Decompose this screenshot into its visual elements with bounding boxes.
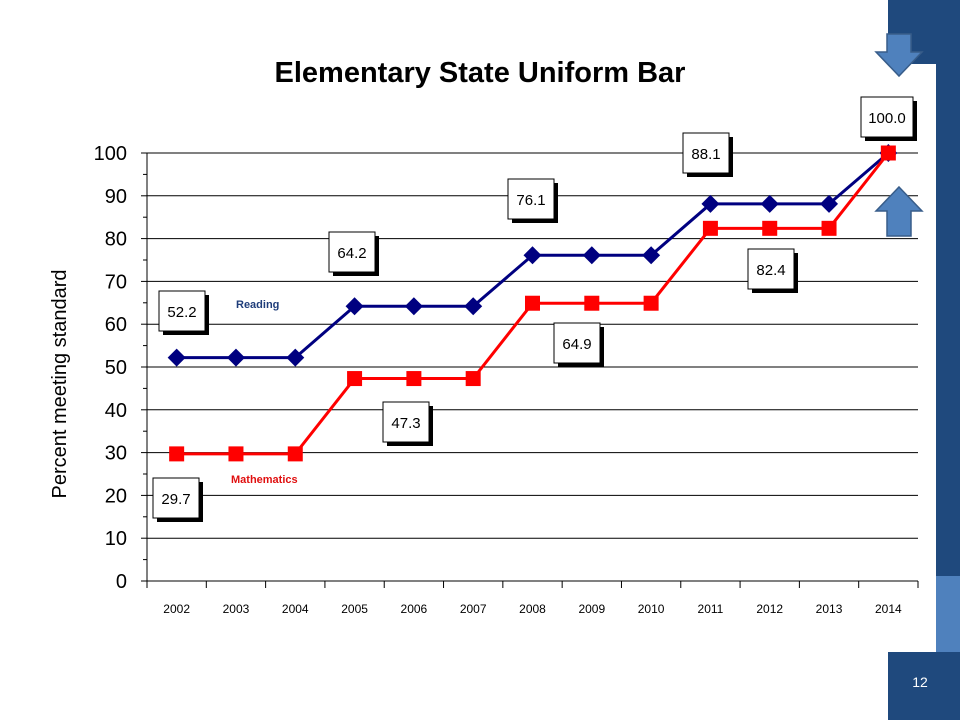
axes bbox=[141, 152, 919, 588]
data-point bbox=[643, 295, 659, 311]
data-label-box bbox=[553, 322, 601, 364]
data-label-box bbox=[328, 231, 376, 273]
data-point bbox=[465, 371, 481, 387]
series-group bbox=[167, 144, 898, 462]
data-point bbox=[406, 371, 422, 387]
down-arrow-icon[interactable] bbox=[874, 33, 924, 78]
series-name-label: Reading bbox=[236, 299, 279, 311]
data-label-box bbox=[382, 401, 430, 443]
x-tick-label: 2011 bbox=[698, 602, 724, 616]
data-label: 52.2 bbox=[158, 290, 209, 335]
page-number: 12 bbox=[912, 674, 928, 690]
data-label-text: 82.4 bbox=[756, 262, 785, 279]
data-labels: 52.2 64.2 76.1 88.1 100.0 29.7 47.3 64.9 82.4 bbox=[152, 96, 917, 522]
y-tick-label: 30 bbox=[105, 443, 127, 465]
right-accent-strip bbox=[936, 576, 960, 652]
y-tick-label: 0 bbox=[116, 571, 127, 593]
y-tick-label: 40 bbox=[105, 400, 127, 422]
data-label-box bbox=[860, 96, 914, 138]
y-tick-label: 10 bbox=[105, 528, 127, 550]
data-point bbox=[464, 297, 483, 316]
x-tick-label: 2014 bbox=[875, 602, 902, 616]
y-tick-label: 80 bbox=[105, 229, 127, 251]
data-point bbox=[525, 295, 540, 311]
data-label-box bbox=[682, 132, 730, 174]
x-tick-label: 2009 bbox=[578, 602, 605, 616]
x-tick-label: 2002 bbox=[163, 602, 190, 616]
y-tick-label: 60 bbox=[105, 314, 127, 336]
data-label: 47.3 bbox=[382, 401, 433, 446]
y-tick-label: 90 bbox=[105, 186, 127, 208]
data-point bbox=[584, 295, 600, 311]
data-point bbox=[287, 446, 303, 462]
y-tick-labels: 0 10 20 30 40 50 60 70 80 90 100 bbox=[94, 143, 127, 593]
data-point bbox=[642, 246, 661, 265]
navigation-arrows bbox=[874, 33, 924, 237]
data-label-text: 64.9 bbox=[562, 336, 591, 353]
data-label-text: 52.2 bbox=[167, 304, 196, 321]
x-tick-label: 2013 bbox=[816, 602, 843, 616]
x-tick-labels: 2002 2003 2004 2005 2006 2007 2008 2009 2010 2011… bbox=[163, 602, 902, 616]
data-label-box bbox=[152, 477, 200, 519]
data-label: 82.4 bbox=[747, 248, 798, 293]
data-point bbox=[702, 220, 718, 236]
data-label-box bbox=[507, 178, 555, 220]
data-label: 64.9 bbox=[553, 322, 604, 367]
data-point bbox=[347, 371, 363, 387]
x-tick-label: 2004 bbox=[282, 602, 309, 616]
data-label-text: 64.2 bbox=[337, 245, 366, 262]
y-tick-label: 50 bbox=[105, 357, 127, 379]
data-point bbox=[760, 194, 779, 213]
data-label-text: 47.3 bbox=[391, 415, 420, 432]
data-point bbox=[404, 297, 423, 316]
slide-content-panel bbox=[12, 64, 936, 652]
data-label: 100.0 bbox=[860, 96, 917, 141]
series-name-labels: Reading Mathematics bbox=[231, 299, 298, 486]
data-point bbox=[821, 220, 837, 236]
up-arrow-icon[interactable] bbox=[874, 185, 924, 237]
series-mathematics bbox=[169, 145, 896, 462]
data-point bbox=[762, 220, 778, 236]
data-point bbox=[345, 297, 364, 316]
data-point bbox=[523, 246, 542, 265]
data-label: 76.1 bbox=[507, 178, 558, 223]
x-tick-label: 2010 bbox=[638, 602, 665, 616]
data-point bbox=[582, 246, 601, 265]
data-point bbox=[169, 446, 185, 462]
x-tick-label: 2003 bbox=[223, 602, 250, 616]
data-label-text: 76.1 bbox=[516, 192, 545, 209]
data-label: 64.2 bbox=[328, 231, 379, 276]
gridlines bbox=[147, 152, 918, 539]
data-point bbox=[226, 348, 245, 367]
x-tick-label: 2007 bbox=[460, 602, 487, 616]
data-point bbox=[701, 194, 720, 213]
data-label-box bbox=[158, 290, 206, 332]
x-tick-label: 2006 bbox=[401, 602, 428, 616]
data-point bbox=[228, 446, 244, 462]
x-tick-label: 2012 bbox=[756, 602, 783, 616]
series-name-label: Mathematics bbox=[231, 474, 298, 486]
x-tick-label: 2008 bbox=[519, 602, 546, 616]
data-point bbox=[167, 348, 186, 367]
data-point bbox=[286, 348, 305, 367]
series-reading bbox=[167, 144, 898, 367]
y-axis-label: Percent meeting standard bbox=[49, 269, 71, 498]
y-tick-label: 100 bbox=[94, 143, 127, 165]
data-label-text: 88.1 bbox=[691, 146, 720, 163]
y-tick-label: 70 bbox=[105, 271, 127, 293]
data-label: 29.7 bbox=[152, 477, 203, 522]
data-label-text: 100.0 bbox=[868, 110, 906, 127]
chart-title: Elementary State Uniform Bar bbox=[275, 57, 686, 89]
data-label: 88.1 bbox=[682, 132, 733, 177]
data-label-text: 29.7 bbox=[161, 491, 190, 508]
x-tick-label: 2005 bbox=[341, 602, 368, 616]
data-label-box bbox=[747, 248, 795, 290]
y-tick-label: 20 bbox=[105, 485, 127, 507]
data-point bbox=[880, 145, 896, 161]
data-point bbox=[820, 194, 839, 213]
